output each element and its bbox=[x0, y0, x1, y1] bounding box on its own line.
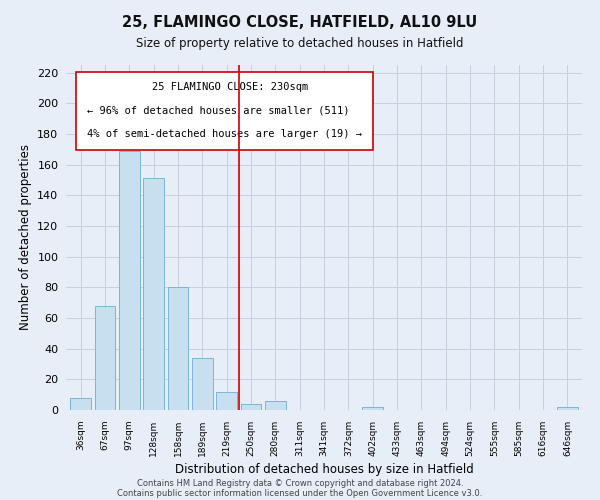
Text: Contains public sector information licensed under the Open Government Licence v3: Contains public sector information licen… bbox=[118, 488, 482, 498]
Bar bbox=[216, 392, 237, 410]
Text: ← 96% of detached houses are smaller (511): ← 96% of detached houses are smaller (51… bbox=[86, 106, 349, 116]
Bar bbox=[70, 398, 91, 410]
Text: Contains HM Land Registry data © Crown copyright and database right 2024.: Contains HM Land Registry data © Crown c… bbox=[137, 478, 463, 488]
Text: 4% of semi-detached houses are larger (19) →: 4% of semi-detached houses are larger (1… bbox=[86, 129, 362, 139]
Bar bbox=[119, 151, 140, 410]
FancyBboxPatch shape bbox=[76, 72, 373, 150]
Text: 25 FLAMINGO CLOSE: 230sqm: 25 FLAMINGO CLOSE: 230sqm bbox=[152, 82, 308, 92]
Y-axis label: Number of detached properties: Number of detached properties bbox=[19, 144, 32, 330]
X-axis label: Distribution of detached houses by size in Hatfield: Distribution of detached houses by size … bbox=[175, 463, 473, 476]
Text: 25, FLAMINGO CLOSE, HATFIELD, AL10 9LU: 25, FLAMINGO CLOSE, HATFIELD, AL10 9LU bbox=[122, 15, 478, 30]
Bar bbox=[167, 288, 188, 410]
Bar bbox=[241, 404, 262, 410]
Bar bbox=[95, 306, 115, 410]
Bar bbox=[557, 407, 578, 410]
Bar bbox=[143, 178, 164, 410]
Bar bbox=[192, 358, 212, 410]
Bar bbox=[265, 401, 286, 410]
Bar bbox=[362, 407, 383, 410]
Text: Size of property relative to detached houses in Hatfield: Size of property relative to detached ho… bbox=[136, 38, 464, 51]
